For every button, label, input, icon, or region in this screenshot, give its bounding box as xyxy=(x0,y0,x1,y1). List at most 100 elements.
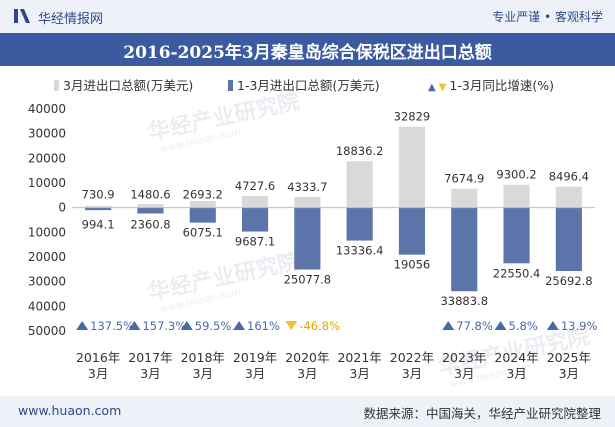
legend-item-growth: ▲ ▼ 1-3月同比增速(%) xyxy=(428,75,554,94)
title-bar: 2016-2025年3月秦皇岛综合保税区进出口总额 xyxy=(0,33,615,66)
x-category-label: 3月 xyxy=(193,366,213,381)
x-category-label: 3月 xyxy=(506,366,526,381)
bar-ytd xyxy=(137,207,164,214)
bar-march xyxy=(137,204,164,208)
bar-march xyxy=(189,201,216,208)
up-triangle-icon: ▲ xyxy=(428,82,436,93)
data-label-ytd: 2360.8 xyxy=(130,218,170,232)
data-label-growth: 77.8% xyxy=(456,319,493,333)
data-label-growth: 157.3% xyxy=(142,319,186,333)
y-tick-label: 20000 xyxy=(28,151,66,165)
bar-ytd xyxy=(294,207,321,270)
bar-march xyxy=(346,161,373,208)
data-label-growth: 5.8% xyxy=(509,319,538,333)
growth-up-marker xyxy=(128,321,141,330)
legend-label-march: 3月进出口总额(万美元) xyxy=(63,78,194,93)
legend-swatch-ytd xyxy=(228,80,233,91)
data-label-ytd: 6075.1 xyxy=(183,226,223,240)
bar-ytd xyxy=(241,207,269,232)
data-label-march: 4333.7 xyxy=(287,180,327,194)
data-label-march: 1480.6 xyxy=(130,188,170,202)
data-label-march: 8496.4 xyxy=(549,170,589,184)
data-label-march: 9300.2 xyxy=(496,168,536,182)
bar-march xyxy=(398,126,426,208)
y-tick-label: 50000 xyxy=(28,324,66,338)
x-category-label: 2025年 xyxy=(547,350,591,365)
bar-ytd xyxy=(189,207,216,223)
data-label-growth: 137.5% xyxy=(90,319,134,333)
x-category-label: 3月 xyxy=(559,366,579,381)
bar-march xyxy=(294,196,321,208)
bar-ytd xyxy=(451,207,478,292)
data-label-growth: 59.5% xyxy=(195,319,232,333)
bar-ytd xyxy=(346,207,373,241)
y-tick-label: 40000 xyxy=(28,299,66,313)
x-category-label: 3月 xyxy=(140,366,160,381)
data-label-march: 2693.2 xyxy=(183,188,223,202)
x-category-label: 3月 xyxy=(245,366,265,381)
data-label-march: 4727.6 xyxy=(235,179,275,193)
y-tick-label: 30000 xyxy=(28,127,66,141)
data-label-growth: -46.8% xyxy=(299,319,340,333)
chart-legend: 3月进出口总额(万美元) 1-3月进出口总额(万美元) ▲ ▼ 1-3月同比增速(%… xyxy=(0,72,615,94)
x-category-label: 2018年 xyxy=(181,350,225,365)
huajing-logo-icon xyxy=(14,9,30,23)
data-label-march: 7674.9 xyxy=(444,172,484,186)
x-category-label: 3月 xyxy=(88,366,108,381)
growth-up-marker xyxy=(546,321,559,330)
data-label-march: 730.9 xyxy=(82,188,115,202)
top-bar: 华经情报网 专业严谨 • 客观科学 xyxy=(0,0,615,33)
x-category-label: 2022年 xyxy=(390,350,434,365)
x-category-label: 3月 xyxy=(454,366,474,381)
x-category-label: 3月 xyxy=(297,366,317,381)
y-tick-label: 20000 xyxy=(28,250,66,264)
footer-source: 数据来源：中国海关，华经产业研究院整理 xyxy=(363,406,601,421)
data-label-ytd: 9687.1 xyxy=(235,235,275,249)
bar-ytd xyxy=(398,207,426,255)
growth-down-marker xyxy=(285,321,298,330)
growth-up-marker xyxy=(442,321,455,330)
x-category-label: 2021年 xyxy=(337,350,381,365)
growth-up-marker xyxy=(494,321,507,330)
y-tick-label: 40000 xyxy=(28,102,66,116)
bar-march xyxy=(85,205,112,208)
data-label-ytd: 13336.4 xyxy=(336,244,384,258)
chart-title: 2016-2025年3月秦皇岛综合保税区进出口总额 xyxy=(123,43,492,63)
legend-label-ytd: 1-3月进出口总额(万美元) xyxy=(237,78,380,93)
y-tick-label: 10000 xyxy=(28,176,66,190)
bar-ytd xyxy=(503,207,530,264)
legend-swatch-march xyxy=(54,80,59,91)
legend-item-ytd: 1-3月进出口总额(万美元) xyxy=(228,75,380,94)
data-label-march: 18836.2 xyxy=(336,144,384,158)
bar-ytd xyxy=(85,207,112,211)
bar-march xyxy=(241,196,269,208)
data-label-ytd: 25077.8 xyxy=(284,273,332,287)
data-label-growth: 13.9% xyxy=(561,319,598,333)
x-category-label: 2017年 xyxy=(128,350,172,365)
down-triangle-icon: ▼ xyxy=(438,82,447,93)
data-label-ytd: 22550.4 xyxy=(493,266,541,280)
brand-name: 华经情报网 xyxy=(38,12,104,27)
data-label-march: 32829 xyxy=(394,110,431,124)
footer-bar: www.huaon.com 数据来源：中国海关，华经产业研究院整理 xyxy=(0,396,615,427)
x-category-label: 3月 xyxy=(349,366,369,381)
data-label-ytd: 19056 xyxy=(394,258,431,272)
bar-march xyxy=(555,186,582,208)
bar-march xyxy=(451,188,478,208)
growth-up-marker xyxy=(76,321,89,330)
legend-label-growth: 1-3月同比增速(%) xyxy=(449,78,554,93)
y-tick-label: 30000 xyxy=(28,275,66,289)
y-tick-label: 0 xyxy=(58,201,66,215)
data-label-ytd: 25692.8 xyxy=(545,274,593,288)
growth-up-marker xyxy=(180,321,193,330)
growth-up-marker xyxy=(233,321,246,330)
legend-item-march: 3月进出口总额(万美元) xyxy=(54,75,193,94)
data-label-ytd: 33883.8 xyxy=(440,294,488,308)
x-category-label: 2020年 xyxy=(285,350,329,365)
y-tick-label: 10000 xyxy=(28,225,66,239)
footer-site-link[interactable]: www.huaon.com xyxy=(18,403,122,418)
data-label-ytd: 994.1 xyxy=(82,218,115,232)
bar-march xyxy=(503,184,530,208)
x-category-label: 2019年 xyxy=(233,350,277,365)
